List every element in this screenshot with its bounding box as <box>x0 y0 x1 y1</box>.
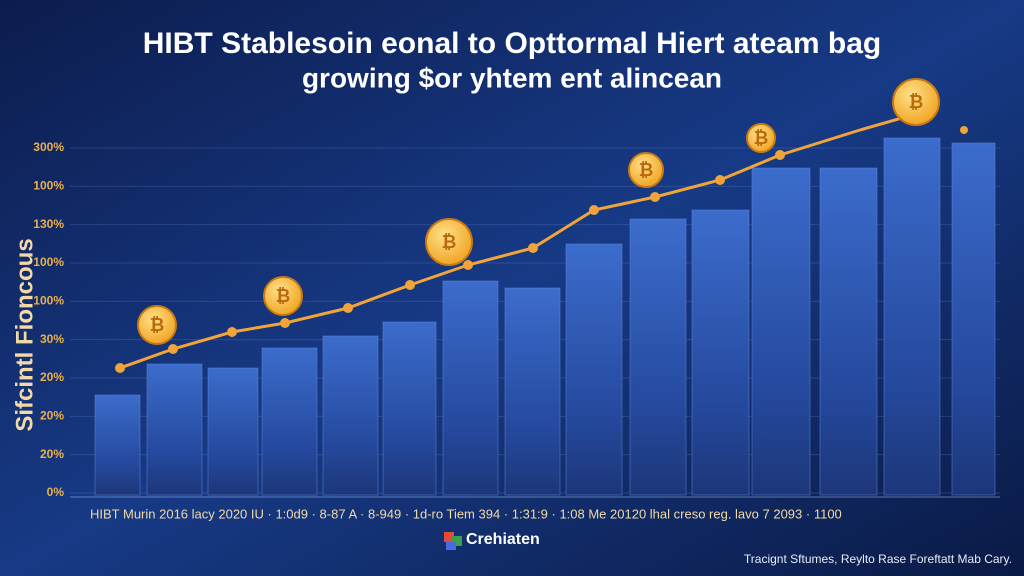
svg-text:₿: ₿ <box>754 128 769 148</box>
bar <box>442 280 499 496</box>
bar <box>951 142 996 496</box>
bar <box>146 363 203 496</box>
bar <box>565 243 623 496</box>
y-axis-label: Sifcintl Fioncous <box>11 238 38 431</box>
y-tick-label: 100% <box>33 294 64 308</box>
coins: ₿ ₿ ₿ ₿ ₿ ₿ <box>137 78 940 345</box>
y-tick-label: 20% <box>40 370 64 384</box>
logo: Crehiaten <box>444 531 540 550</box>
svg-text:₿: ₿ <box>909 92 924 112</box>
bar <box>261 347 318 496</box>
title-line: growing $or yhtem ent alincean <box>302 62 722 93</box>
logo-text: Crehiaten <box>466 531 540 548</box>
y-tick-label: 300% <box>33 140 64 154</box>
bar <box>883 137 941 496</box>
y-tick-label: 20% <box>40 447 64 461</box>
y-tick-label: 130% <box>33 217 64 231</box>
y-tick-label: 100% <box>33 255 64 269</box>
svg-text:₿: ₿ <box>150 315 165 335</box>
svg-text:₿: ₿ <box>639 160 654 180</box>
title: HIBT Stablesoin eonal to Opttormal Hiert… <box>143 27 881 93</box>
x-axis-text: HIBT Murin 2016 lacy 2020 IU · 1:0d9 · 8… <box>90 506 842 521</box>
bar <box>382 321 437 496</box>
y-tick-label: 0% <box>47 485 65 499</box>
footer: Tracignt Sftumes, Reylto Rase Foreftatt … <box>744 552 1012 566</box>
bar <box>819 167 878 496</box>
title-line: HIBT Stablesoin eonal to Opttormal Hiert… <box>143 27 881 60</box>
svg-text:₿: ₿ <box>442 232 457 252</box>
y-tick-label: 20% <box>40 409 64 423</box>
svg-text:₿: ₿ <box>276 286 291 306</box>
y-tick-label: 30% <box>40 332 64 346</box>
bar <box>504 287 561 496</box>
y-tick-label: 100% <box>33 179 64 193</box>
trend-line <box>119 108 931 370</box>
bar <box>751 167 811 496</box>
bar <box>94 394 141 496</box>
trend-points <box>115 126 968 373</box>
bar <box>691 209 750 496</box>
bar <box>207 367 259 496</box>
bar <box>322 335 379 496</box>
bar <box>629 218 687 496</box>
bars <box>94 137 996 496</box>
